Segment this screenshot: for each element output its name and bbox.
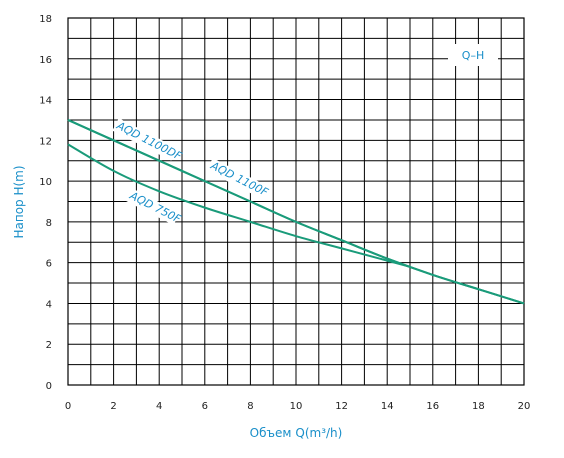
series-label-bg bbox=[125, 188, 180, 226]
x-tick-label: 20 bbox=[518, 401, 531, 412]
y-axis-title: Напор H(m) bbox=[12, 165, 26, 238]
x-tick-label: 4 bbox=[156, 401, 162, 412]
plot-frame bbox=[67, 17, 525, 386]
series-label-aqd-750f: AQD 750F bbox=[127, 189, 184, 227]
y-tick-labels: 0 2 4 6 8 10 12 14 16 18 bbox=[39, 14, 52, 392]
y-tick-label: 6 bbox=[46, 259, 52, 270]
x-tick-label: 2 bbox=[110, 401, 116, 412]
y-tick-label: 10 bbox=[39, 177, 52, 188]
series-lines bbox=[67, 119, 525, 305]
x-tick-label: 10 bbox=[290, 401, 303, 412]
legend-box bbox=[448, 44, 498, 66]
x-axis-title: Объем Q(m³/h) bbox=[250, 426, 343, 440]
plot-border bbox=[67, 17, 525, 386]
x-tick-label: 0 bbox=[65, 401, 71, 412]
y-tick-label: 18 bbox=[39, 14, 52, 25]
x-tick-label: 16 bbox=[426, 401, 439, 412]
series-label-aqd-750f-group: AQD 750F bbox=[125, 188, 184, 227]
series-line-aqd-750f bbox=[67, 143, 411, 268]
series-label-aqd-1100f-group: AQD 1100F bbox=[206, 158, 271, 200]
x-axis-unit: Q(m³/h) bbox=[295, 426, 342, 440]
x-tick-label: 8 bbox=[247, 401, 253, 412]
y-tick-label: 12 bbox=[39, 136, 52, 147]
x-tick-labels: 0 2 4 6 8 10 12 14 16 18 20 bbox=[65, 401, 531, 412]
x-tick-label: 18 bbox=[472, 401, 485, 412]
x-tick-label: 6 bbox=[202, 401, 208, 412]
series-label-aqd-1100df-group: AQD 1100DF bbox=[112, 118, 184, 163]
series-line-aqd-1100f bbox=[67, 119, 525, 305]
y-tick-label: 0 bbox=[46, 381, 52, 392]
x-tick-label: 14 bbox=[381, 401, 394, 412]
legend-label: Q–H bbox=[462, 49, 484, 62]
y-tick-label: 16 bbox=[39, 55, 52, 66]
x-axis-title-text: Объем bbox=[250, 426, 292, 440]
series-label-bg bbox=[112, 118, 178, 161]
series-label-bg bbox=[206, 158, 267, 198]
x-tick-label: 12 bbox=[335, 401, 348, 412]
y-tick-label: 4 bbox=[46, 299, 52, 310]
y-tick-label: 8 bbox=[46, 218, 52, 229]
series-label-aqd-1100f: AQD 1100F bbox=[208, 159, 271, 200]
y-tick-label: 2 bbox=[46, 340, 52, 351]
y-tick-label: 14 bbox=[39, 96, 52, 107]
